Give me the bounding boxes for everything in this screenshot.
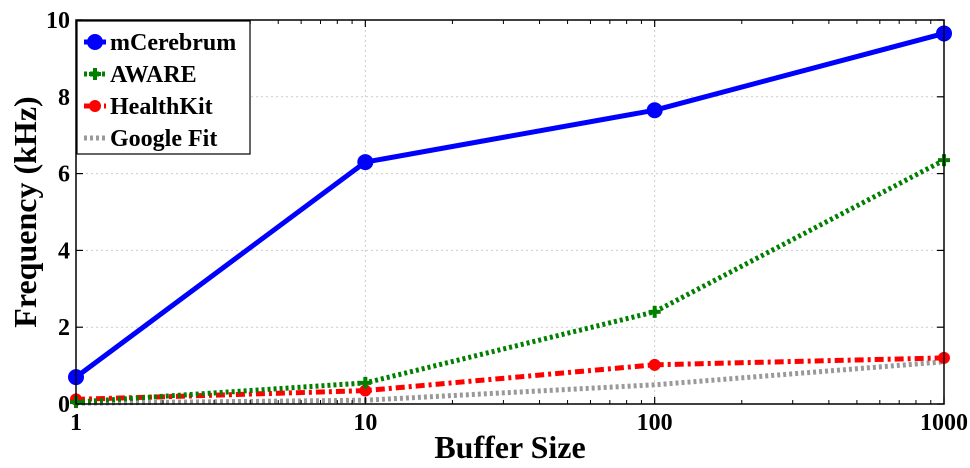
data-point-aware bbox=[359, 376, 372, 389]
x-tick-label: 10 bbox=[353, 410, 377, 436]
legend-label: Google Fit bbox=[110, 126, 217, 152]
y-axis-title: Frequency (kHz) bbox=[7, 96, 43, 327]
plot-frame bbox=[75, 19, 945, 405]
legend-marker bbox=[89, 68, 101, 80]
y-tick-label: 8 bbox=[58, 85, 70, 111]
legend-entry-aware: AWARE bbox=[84, 62, 197, 88]
x-tick-label: 1000 bbox=[920, 410, 968, 436]
series-layer bbox=[68, 25, 952, 409]
legend-label: AWARE bbox=[110, 62, 197, 88]
series-line-google-fit bbox=[75, 359, 945, 406]
x-tick-label: 100 bbox=[637, 410, 673, 436]
data-point-healthkit bbox=[648, 358, 661, 371]
data-point-mcerebrum bbox=[357, 154, 374, 171]
legend-label: mCerebrum bbox=[110, 30, 236, 56]
y-tick-label: 4 bbox=[58, 238, 70, 264]
series-line-aware bbox=[75, 157, 946, 405]
series-line-mcerebrum bbox=[74, 30, 945, 380]
grid-lines bbox=[76, 20, 944, 404]
legend: mCerebrum AWARE HealthKit Google Fit bbox=[76, 20, 251, 155]
x-tick-label: 1 bbox=[70, 410, 82, 436]
y-tick-label: 2 bbox=[58, 315, 70, 341]
data-point-aware bbox=[648, 305, 661, 318]
legend-label: HealthKit bbox=[110, 94, 213, 120]
series-google-fit bbox=[75, 359, 945, 406]
legend-marker bbox=[87, 34, 103, 50]
legend-entry-healthkit: HealthKit bbox=[84, 94, 213, 120]
legend-entries: mCerebrum AWARE HealthKit Google Fit bbox=[84, 30, 236, 152]
y-tick-label: 10 bbox=[46, 8, 70, 34]
x-axis-title: Buffer Size bbox=[434, 429, 585, 465]
legend-entry-mcerebrum: mCerebrum bbox=[84, 30, 236, 56]
data-point-mcerebrum bbox=[646, 102, 663, 119]
legend-marker bbox=[89, 100, 101, 112]
legend-entry-google-fit: Google Fit bbox=[84, 126, 217, 152]
y-tick-label: 6 bbox=[58, 162, 70, 188]
y-tick-label: 0 bbox=[58, 392, 70, 418]
